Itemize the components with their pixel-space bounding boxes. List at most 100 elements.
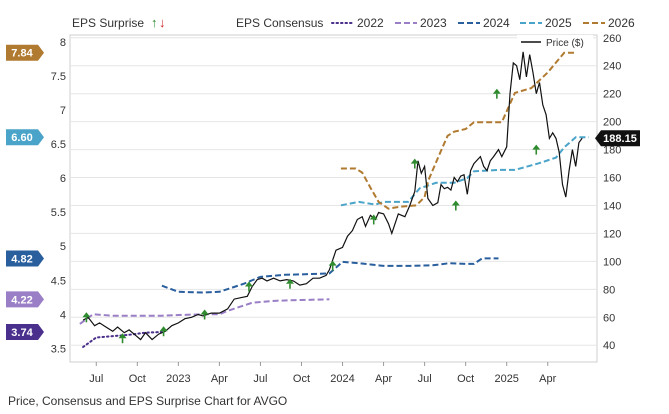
legend: EPS Surprise ↑ ↓ EPS Consensus 2022 2023 2… <box>72 15 635 30</box>
surprise-arrow-11 <box>532 144 541 155</box>
consensus-line-2024 <box>161 257 499 294</box>
price-legend-box <box>517 35 593 49</box>
x-tick-label-7: Apr <box>375 373 392 385</box>
arrow-up-icon <box>200 309 209 315</box>
x-tick-label-5: Oct <box>293 373 310 385</box>
surprise-arrow-7 <box>369 214 378 225</box>
legend-series-items: 2022 2023 2024 2025 2026 <box>331 16 635 30</box>
surprise-arrows <box>82 88 541 344</box>
consensus-lines <box>79 51 589 348</box>
x-tick-label-10: 2025 <box>494 373 518 385</box>
surprise-arrow-2 <box>159 326 168 337</box>
consensus-badge-2023: 4.22 <box>6 291 44 308</box>
badge-value: 6.60 <box>11 132 32 144</box>
y-right-tick-60: 60 <box>603 312 615 324</box>
surprise-arrow-0 <box>82 312 91 323</box>
legend-label-2023: 2023 <box>420 16 447 30</box>
badges: 7.84 6.60 4.82 4.22 3.74 188.15 <box>6 44 640 341</box>
surprise-arrow-1 <box>118 333 127 344</box>
badge-value: 4.82 <box>11 253 32 265</box>
y-right-tick-200: 200 <box>603 117 621 129</box>
arrow-up-icon <box>328 260 337 266</box>
y-left-tick-3.5: 3.5 <box>51 343 66 355</box>
arrow-up-icon <box>285 278 294 284</box>
consensus-badge-2024: 4.82 <box>6 250 44 267</box>
x-tick-label-0: Jul <box>89 373 103 385</box>
arrow-up-icon <box>451 200 460 206</box>
y-right-tick-40: 40 <box>603 340 615 352</box>
legend-up-arrow-icon: ↑ <box>151 15 158 30</box>
y-left-tick-7.5: 7.5 <box>51 71 66 83</box>
surprise-arrow-6 <box>328 260 337 271</box>
chart-svg: 3.5 4 4.5 5 5.5 6 6.5 7 7.5 8 40 60 80 100 120 140 160 18… <box>6 15 640 385</box>
y-right-tick-100: 100 <box>603 256 621 268</box>
legend-down-arrow-icon: ↓ <box>159 15 166 30</box>
x-tick-label-9: Oct <box>457 373 474 385</box>
badge-value: 7.84 <box>11 48 33 60</box>
badge-shape <box>6 324 44 341</box>
consensus-badge-2025: 6.60 <box>6 129 44 146</box>
legend-label-2026: 2026 <box>608 16 635 30</box>
x-tick-label-8: Jul <box>418 373 432 385</box>
grid <box>69 34 598 363</box>
y-right-tick-240: 240 <box>603 61 621 73</box>
y-right-tick-140: 140 <box>603 200 621 212</box>
badge-shape <box>6 291 44 308</box>
y-right-tick-260: 260 <box>603 33 621 45</box>
axes: 3.5 4 4.5 5 5.5 6 6.5 7 7.5 8 40 60 80 100 120 140 160 18… <box>51 33 622 385</box>
y-right-tick-120: 120 <box>603 228 621 240</box>
badge-value: 4.22 <box>11 294 32 306</box>
legend-label-2022: 2022 <box>357 16 384 30</box>
x-tick-label-11: Apr <box>539 373 556 385</box>
price-badge: 188.15 <box>595 130 640 147</box>
arrow-up-icon <box>410 158 419 164</box>
y-left-tick-4.5: 4.5 <box>51 275 66 287</box>
badge-shape <box>595 130 640 147</box>
y-left-tick-6: 6 <box>60 173 66 185</box>
plot-frame <box>69 34 598 363</box>
badge-value: 3.74 <box>11 327 33 339</box>
surprise-arrow-3 <box>200 309 209 320</box>
legend-consensus-label: EPS Consensus <box>236 16 323 30</box>
consensus-badge-2022: 3.74 <box>6 324 44 341</box>
y-left-tick-5: 5 <box>60 241 66 253</box>
surprise-arrow-8 <box>410 158 419 169</box>
consensus-line-2026 <box>340 51 576 210</box>
arrow-up-icon <box>492 88 501 94</box>
y-left-tick-8: 8 <box>60 37 66 49</box>
x-tick-label-2: 2023 <box>166 373 190 385</box>
y-left-tick-4: 4 <box>60 309 66 321</box>
badge-shape <box>6 129 44 146</box>
surprise-arrow-5 <box>285 278 294 289</box>
y-left-tick-6.5: 6.5 <box>51 139 66 151</box>
price-line <box>82 51 583 341</box>
y-left-tick-7: 7 <box>60 105 66 117</box>
x-tick-label-6: 2024 <box>330 373 354 385</box>
y-right-tick-220: 220 <box>603 89 621 101</box>
arrow-up-icon <box>244 281 253 287</box>
surprise-arrow-10 <box>492 88 501 99</box>
chart-caption: Price, Consensus and EPS Surprise Chart … <box>8 394 288 408</box>
consensus-badge-2026: 7.84 <box>6 44 44 61</box>
x-tick-label-4: Jul <box>253 373 267 385</box>
badge-value: 188.15 <box>603 133 637 145</box>
y-left-tick-5.5: 5.5 <box>51 207 66 219</box>
y-right-tick-180: 180 <box>603 145 621 157</box>
legend-label-2025: 2025 <box>545 16 572 30</box>
arrow-up-icon <box>532 144 541 150</box>
x-tick-label-3: Apr <box>211 373 228 385</box>
consensus-line-2025 <box>340 136 589 207</box>
y-right-tick-160: 160 <box>603 173 621 185</box>
price-legend-label: Price ($) <box>546 38 584 49</box>
arrow-up-icon <box>118 333 127 339</box>
arrow-up-icon <box>82 312 91 318</box>
price-series-line <box>82 51 583 341</box>
arrow-up-icon <box>159 326 168 332</box>
badge-shape <box>6 250 44 267</box>
surprise-arrow-9 <box>451 200 460 211</box>
y-right-tick-80: 80 <box>603 284 615 296</box>
x-tick-label-1: Oct <box>129 373 146 385</box>
surprise-arrow-4 <box>244 281 253 292</box>
arrow-up-icon <box>369 214 378 220</box>
